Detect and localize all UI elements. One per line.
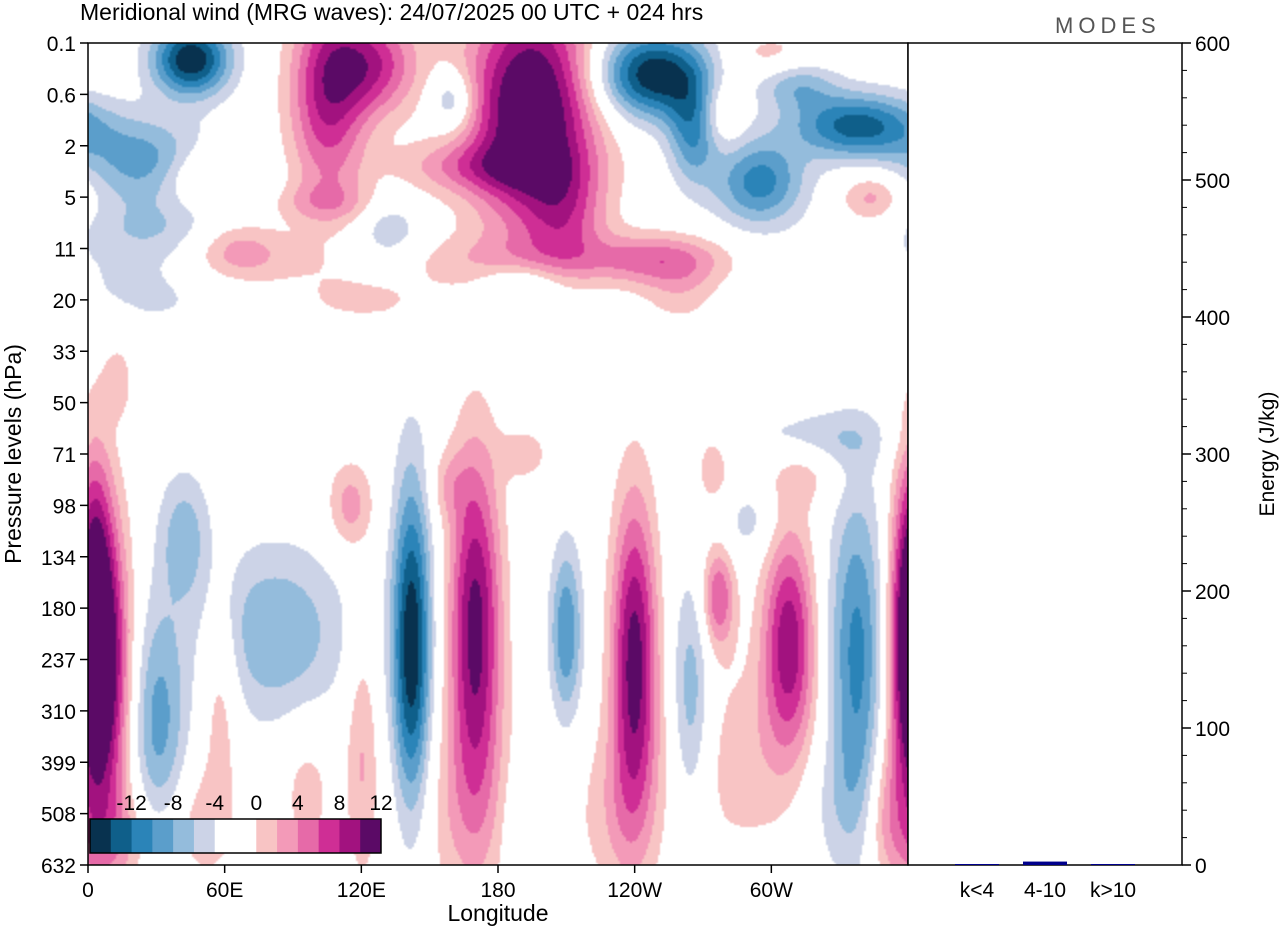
colorbar-swatch xyxy=(90,819,112,853)
colorbar-label: 12 xyxy=(369,792,392,815)
y-tick-label: 399 xyxy=(41,752,76,775)
colorbar-label: 8 xyxy=(334,792,346,815)
energy-category-label: k<4 xyxy=(960,879,995,902)
energy-tick-label: 0 xyxy=(1195,855,1207,878)
energy-tick-label: 500 xyxy=(1195,170,1230,193)
x-tick-label: 180 xyxy=(480,879,515,902)
energy-tick-label: 100 xyxy=(1195,718,1230,741)
energy-tick-label: 200 xyxy=(1195,581,1230,604)
energy-tick-label: 400 xyxy=(1195,307,1230,330)
colorbar-label: -8 xyxy=(164,792,183,815)
x-tick-label: 0 xyxy=(82,879,94,902)
colorbar-swatch xyxy=(214,819,236,853)
colorbar-swatch xyxy=(110,819,133,853)
colorbar-label: -12 xyxy=(116,792,146,815)
longitude-axis: 0 60E 120E 180 120W 60W xyxy=(82,865,793,902)
y-tick-label: 20 xyxy=(53,290,76,313)
wind-field-raster xyxy=(88,43,908,865)
energy-category-label: 4-10 xyxy=(1024,879,1066,902)
colorbar-label: 4 xyxy=(292,792,304,815)
colorbar-swatch xyxy=(173,819,195,853)
y-tick-label: 5 xyxy=(64,187,76,210)
modes-logo: MODES xyxy=(1055,13,1161,38)
x-tick-label: 120W xyxy=(607,879,662,902)
colorbar-swatch xyxy=(297,819,320,853)
x-tick-label: 60W xyxy=(750,879,793,902)
contour-plot: 0.1 0.6 2 5 11 20 33 50 71 98 134 180 237 310 399 508 63… xyxy=(0,33,909,926)
energy-bars: k<4 4-10 k>10 xyxy=(955,861,1136,902)
colorbar-label: -4 xyxy=(205,792,224,815)
energy-axis-label: Energy (J/kg) xyxy=(1256,392,1279,517)
colorbar-swatch xyxy=(360,819,382,853)
y-tick-label: 33 xyxy=(53,341,76,364)
x-tick-label: 120E xyxy=(337,879,386,902)
energy-panel: 0 100 200 300 400 500 600 k<4 4-10 k>10 Energy (… xyxy=(907,33,1279,902)
colorbar-swatch xyxy=(152,819,174,853)
y-tick-label: 2 xyxy=(64,136,76,159)
y-tick-label: 632 xyxy=(41,855,76,878)
colorbar-swatch xyxy=(256,819,278,853)
y-tick-label: 11 xyxy=(54,239,76,262)
energy-tick-label: 600 xyxy=(1195,33,1230,56)
y-tick-label: 50 xyxy=(53,393,76,416)
y-tick-label: 0.6 xyxy=(47,84,76,107)
y-tick-label: 180 xyxy=(41,598,76,621)
chart-title: Meridional wind (MRG waves): 24/07/2025 … xyxy=(80,0,703,25)
x-tick-label: 60E xyxy=(206,879,243,902)
y-tick-label: 71 xyxy=(53,444,76,467)
colorbar-swatch xyxy=(131,819,153,853)
colorbar-swatch xyxy=(193,819,216,853)
y-tick-label: 134 xyxy=(41,547,76,570)
energy-axis: 0 100 200 300 400 500 600 xyxy=(1182,33,1230,878)
y-tick-label: 98 xyxy=(53,495,76,518)
colorbar: -12 -8 -4 0 4 8 12 xyxy=(89,792,393,854)
y-tick-label: 237 xyxy=(41,650,76,673)
x-axis-label: Longitude xyxy=(447,900,548,926)
colorbar-label: 0 xyxy=(250,792,262,815)
energy-bar xyxy=(1091,864,1135,865)
y-tick-label: 310 xyxy=(41,701,76,724)
colorbar-swatch xyxy=(277,819,299,853)
y-tick-label: 0.1 xyxy=(47,33,76,56)
colorbar-swatch xyxy=(235,819,257,853)
energy-bar xyxy=(1023,861,1067,865)
colorbar-frame xyxy=(89,818,382,854)
pressure-axis: 0.1 0.6 2 5 11 20 33 50 71 98 134 180 237 310 399 508 63… xyxy=(41,33,88,878)
energy-frame xyxy=(907,42,1183,866)
colorbar-swatch xyxy=(339,819,361,853)
energy-category-label: k>10 xyxy=(1090,879,1136,902)
energy-tick-label: 300 xyxy=(1195,444,1230,467)
y-axis-label: Pressure levels (hPa) xyxy=(0,344,26,564)
y-tick-label: 508 xyxy=(41,804,76,827)
colorbar-swatch xyxy=(318,819,340,853)
energy-bar xyxy=(955,864,999,865)
